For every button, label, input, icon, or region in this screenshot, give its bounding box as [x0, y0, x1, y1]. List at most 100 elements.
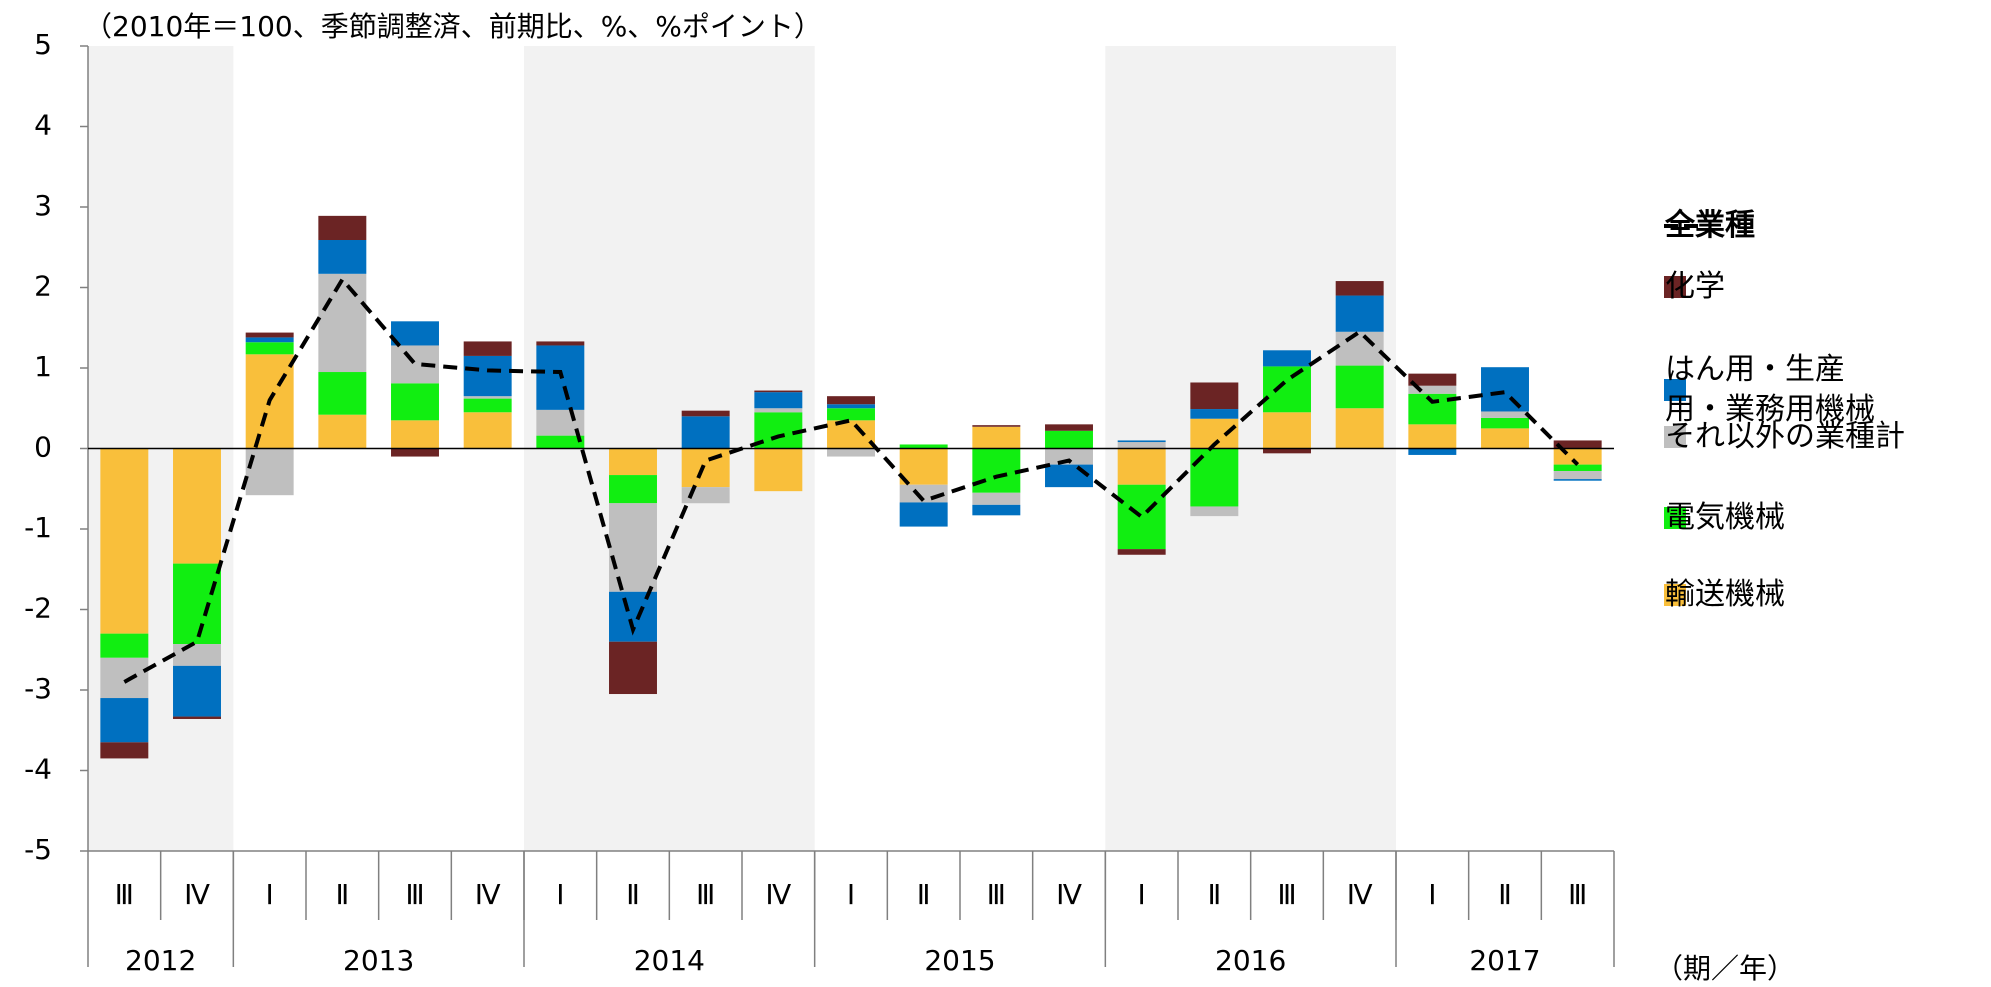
bar-segment [1408, 424, 1457, 449]
x-tick-label: Ⅳ [1347, 878, 1373, 911]
legend-swatch [1664, 379, 1686, 401]
bar-segment [318, 240, 367, 274]
x-tick-label: Ⅱ [1207, 878, 1221, 911]
bar-segment [1045, 430, 1093, 449]
legend-label: それ以外の業種計 [1665, 419, 1905, 454]
x-tick-label: Ⅳ [1056, 878, 1082, 911]
y-tick-label: -4 [24, 753, 52, 786]
total-line [123, 276, 1580, 684]
legend-label: はん用・生産 用・業務用機械 [1665, 352, 1875, 427]
bar-segment [391, 383, 439, 421]
year-label: 2012 [125, 944, 196, 977]
x-unit: （期／年） [1655, 952, 1795, 985]
legend-label: 電気機械 [1665, 500, 1785, 535]
bar-segment [609, 448, 657, 476]
y-tick-label: -1 [24, 511, 52, 544]
bar-segment [754, 392, 803, 409]
bar-segment [1408, 448, 1457, 455]
bar-segment [827, 420, 875, 449]
x-tick-label: Ⅱ [335, 878, 349, 911]
bar-segment [899, 502, 948, 527]
y-tick-label: 5 [34, 28, 52, 61]
bar-segment [1117, 448, 1166, 485]
y-tick-label: -5 [24, 833, 52, 866]
bar-segment [1553, 471, 1602, 480]
year-label: 2014 [634, 944, 705, 977]
x-tick-label: Ⅰ [266, 878, 274, 911]
bar-segment [173, 665, 221, 717]
year-label: 2015 [924, 944, 995, 977]
bar-segment [245, 342, 294, 355]
y-tick-label: 0 [34, 431, 52, 464]
bar-segment [100, 657, 149, 699]
bar-segment [754, 390, 803, 393]
bar-segment [1117, 484, 1166, 550]
bar-segment [1263, 366, 1311, 413]
y-tick-label: 1 [34, 350, 52, 383]
bar-segment [972, 426, 1021, 449]
legend-swatch [1664, 507, 1686, 529]
bar-segment [1408, 373, 1457, 386]
bar-segment [245, 337, 294, 343]
bar-segment [391, 420, 439, 449]
x-tick-label: Ⅲ [115, 878, 134, 911]
x-tick-label: Ⅰ [1428, 878, 1436, 911]
bar-segment [1117, 442, 1166, 449]
x-tick-label: Ⅰ [847, 878, 855, 911]
bar-segment [1481, 411, 1529, 418]
bar-segment [1190, 409, 1239, 419]
bar-segment [100, 698, 149, 743]
x-tick-label: Ⅱ [917, 878, 931, 911]
x-tick-label: Ⅱ [626, 878, 640, 911]
bar-segment [173, 563, 221, 645]
bar-segment [245, 332, 294, 338]
bar-segment [1335, 281, 1384, 296]
bar-segment [899, 448, 948, 485]
bar-segment [899, 444, 948, 449]
bar-segment [681, 410, 730, 417]
bar-segment [463, 398, 512, 413]
bar-segment [972, 492, 1021, 505]
bar-segment [318, 273, 367, 373]
bar-segment [463, 341, 512, 356]
bar-segment [609, 641, 657, 695]
bar-segment [827, 404, 875, 409]
bar-segment [754, 408, 803, 413]
y-tick-label: -3 [24, 672, 52, 705]
bar-segment [463, 355, 512, 397]
bar-segment [1190, 448, 1239, 507]
bar-segment [536, 435, 585, 449]
bar-segment [754, 448, 803, 492]
bar-segment [173, 716, 221, 719]
bar-segment [1553, 440, 1602, 449]
bar-segment [1190, 506, 1239, 517]
bar-segment [972, 448, 1021, 493]
bar-segment [391, 321, 439, 346]
y-tick-label: 4 [34, 109, 52, 142]
x-tick-label: Ⅲ [696, 878, 715, 911]
bar-segment [100, 448, 149, 634]
bar-segment [318, 215, 367, 241]
bar-segment [1117, 549, 1166, 555]
bar-segment [100, 742, 149, 759]
bar-segment [827, 396, 875, 405]
bar-segment [827, 408, 875, 421]
bar-segment [1117, 440, 1166, 443]
bar-segment [1263, 412, 1311, 449]
bar-segment [391, 448, 439, 457]
bar-segment [1481, 417, 1529, 429]
bar-segment [972, 425, 1021, 427]
bar-segment [1335, 331, 1384, 366]
chart-title: （2010年＝100、季節調整済、前期比、%、%ポイント） [84, 10, 822, 43]
bar-segment [1481, 367, 1529, 412]
bars [100, 215, 1602, 759]
legend-swatch [1664, 426, 1686, 448]
bar-segment [318, 372, 367, 415]
bar-segment [173, 644, 221, 666]
x-tick-label: Ⅲ [987, 878, 1006, 911]
bar-segment [609, 503, 657, 592]
bar-segment [100, 633, 149, 658]
legend-label: 全業種 [1665, 208, 1755, 243]
y-tick-label: -2 [24, 592, 52, 625]
